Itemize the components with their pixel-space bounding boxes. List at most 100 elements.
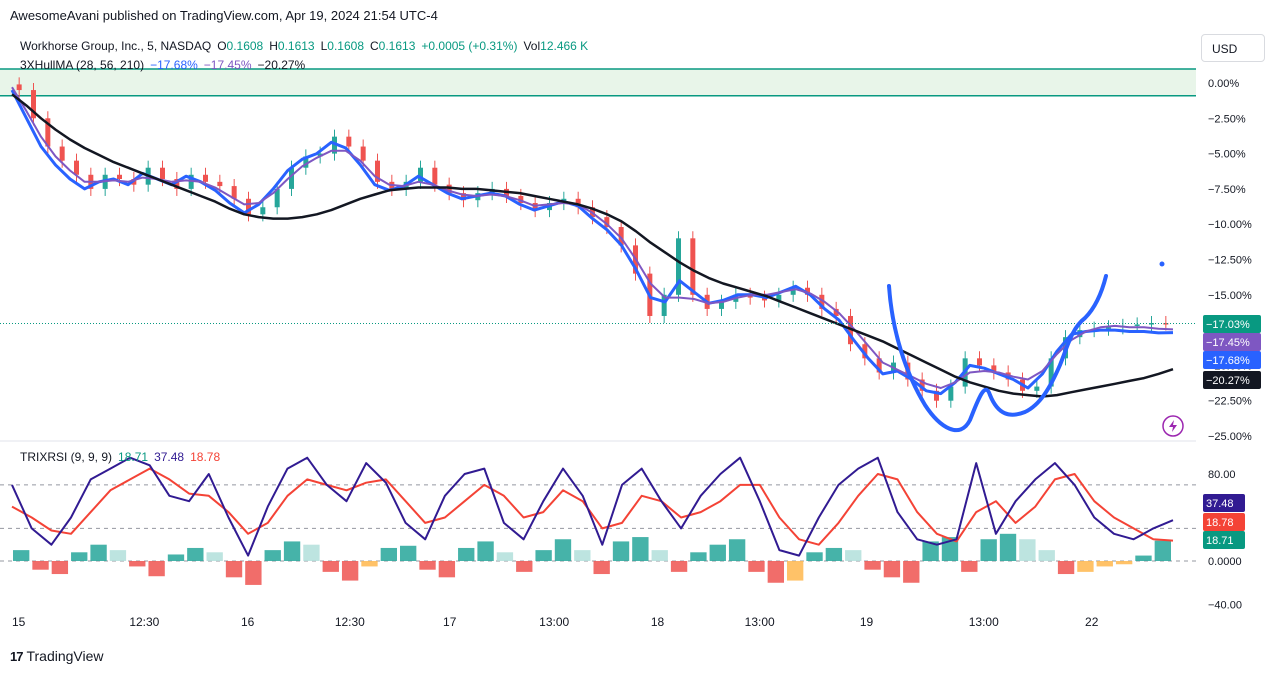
- candle: [117, 167, 122, 187]
- histogram-bar: [845, 550, 862, 561]
- candle: [776, 287, 782, 308]
- candle: [231, 179, 237, 206]
- candle: [991, 358, 997, 380]
- y-tick-label: −12.50%: [1208, 255, 1252, 267]
- candle: [790, 280, 796, 302]
- osc-y-tick-label: −40.00: [1208, 600, 1242, 612]
- lightning-icon[interactable]: [1162, 415, 1184, 437]
- axis-value-label-text: −20.27%: [1206, 375, 1250, 387]
- histogram-bar: [690, 552, 707, 561]
- axis-value-label-text: 18.71: [1206, 535, 1234, 547]
- histogram-bar: [400, 545, 417, 561]
- osc-indicator-name[interactable]: TRIXRSI (9, 9, 9): [20, 450, 113, 464]
- candle-body: [45, 118, 51, 147]
- candle: [919, 372, 925, 398]
- candle-body: [375, 160, 380, 182]
- axis-value-label-bg: [1203, 531, 1245, 549]
- y-tick-label: −5.00%: [1208, 149, 1246, 161]
- candle-body: [948, 386, 954, 401]
- volume-value: 12.466 K: [540, 39, 589, 53]
- histogram-bar: [1115, 561, 1133, 565]
- change-value: +0.0005 (+0.31%): [421, 39, 518, 53]
- candle: [819, 287, 825, 316]
- histogram-bar: [748, 561, 765, 572]
- hull-line-1: [10, 89, 1174, 396]
- axis-value-label-bg: [1203, 513, 1245, 531]
- axis-value-label-bg: [1203, 351, 1261, 369]
- histogram-bar: [322, 561, 339, 572]
- candle-body: [618, 227, 624, 246]
- candle: [805, 280, 810, 302]
- histogram-bar: [438, 561, 456, 578]
- histogram-bar: [419, 561, 436, 570]
- candle-body: [876, 358, 882, 373]
- x-tick-label: 18: [651, 615, 665, 629]
- candle-body: [575, 198, 581, 208]
- candle-body: [418, 167, 423, 182]
- hull-indicator-name[interactable]: 3XHullMA (28, 56, 210): [20, 58, 145, 72]
- main-legend: Workhorse Group, Inc., 5, NASDAQ O0.1608…: [20, 39, 588, 53]
- x-tick-label: 22: [1085, 615, 1099, 629]
- y-tick-label: −7.50%: [1208, 184, 1246, 196]
- histogram-bar: [554, 539, 572, 561]
- x-tick-label: 16: [241, 615, 255, 629]
- histogram-bar: [593, 561, 610, 575]
- axis-value-label-bg: [1203, 333, 1261, 351]
- histogram-bar: [806, 552, 823, 561]
- currency-button[interactable]: USD: [1201, 34, 1265, 62]
- y-tick-label: 0.00%: [1208, 78, 1239, 90]
- candle: [977, 351, 982, 373]
- footer-brand[interactable]: 17 TradingView: [10, 648, 104, 664]
- histogram-bar: [516, 561, 533, 572]
- axis-value-label-text: 18.78: [1206, 517, 1234, 529]
- y-tick-label: −25.00%: [1208, 431, 1252, 443]
- candle-body: [461, 193, 466, 201]
- hull-value-3: −20.27%: [257, 58, 306, 72]
- histogram-bar: [167, 554, 185, 561]
- histogram-bar: [496, 552, 514, 561]
- histogram-bar: [632, 537, 649, 561]
- candle: [375, 153, 380, 189]
- axis-value-label: −17.45%: [1203, 333, 1261, 351]
- axis-value-label: 18.71: [1203, 531, 1245, 549]
- axis-value-label-bg: [1203, 315, 1261, 333]
- candle-body: [604, 217, 610, 228]
- candle: [74, 153, 79, 182]
- candle-body: [246, 198, 251, 215]
- osc-y-tick-label: 80.00: [1208, 469, 1236, 481]
- symbol-name[interactable]: Workhorse Group, Inc., 5, NASDAQ: [20, 39, 212, 53]
- hand-drawn-curve[interactable]: [887, 274, 1108, 433]
- footer-brand-text: TradingView: [26, 648, 104, 664]
- published-by: AwesomeAvani published on TradingView.co…: [10, 8, 438, 23]
- histogram-bar: [361, 561, 378, 567]
- histogram-bar: [787, 561, 804, 581]
- histogram-bar: [670, 561, 688, 572]
- candle-body: [360, 146, 366, 161]
- histogram-bar: [148, 561, 165, 577]
- hull-value-1: −17.68%: [150, 58, 198, 72]
- axis-value-label-text: −17.03%: [1206, 319, 1250, 331]
- histogram-bar: [864, 561, 881, 570]
- close-label: C: [370, 39, 379, 53]
- osc-y-tick-label: 0.0000: [1208, 556, 1242, 568]
- candle: [1106, 320, 1111, 336]
- hull-legend: 3XHullMA (28, 56, 210) −17.68% −17.45% −…: [20, 58, 305, 72]
- osc-legend: TRIXRSI (9, 9, 9) 18.71 37.48 18.78: [20, 450, 220, 464]
- histogram-bar: [1135, 555, 1152, 561]
- tradingview-logo-icon: 17: [10, 648, 24, 664]
- osc-value-3: 18.78: [190, 450, 221, 464]
- candle-body: [303, 156, 309, 168]
- histogram-bar: [767, 561, 784, 583]
- highlight-zone: [0, 68, 1196, 96]
- rsi-line: [11, 467, 1174, 546]
- histogram-bar: [129, 561, 146, 567]
- candle-body: [862, 344, 868, 359]
- open-label: O: [217, 39, 227, 53]
- histogram-bar: [1154, 540, 1171, 561]
- candle-body: [160, 167, 165, 180]
- candle-body: [790, 287, 796, 295]
- histogram-bar: [477, 541, 494, 561]
- candle-body: [217, 181, 223, 187]
- histogram-bar: [380, 547, 397, 561]
